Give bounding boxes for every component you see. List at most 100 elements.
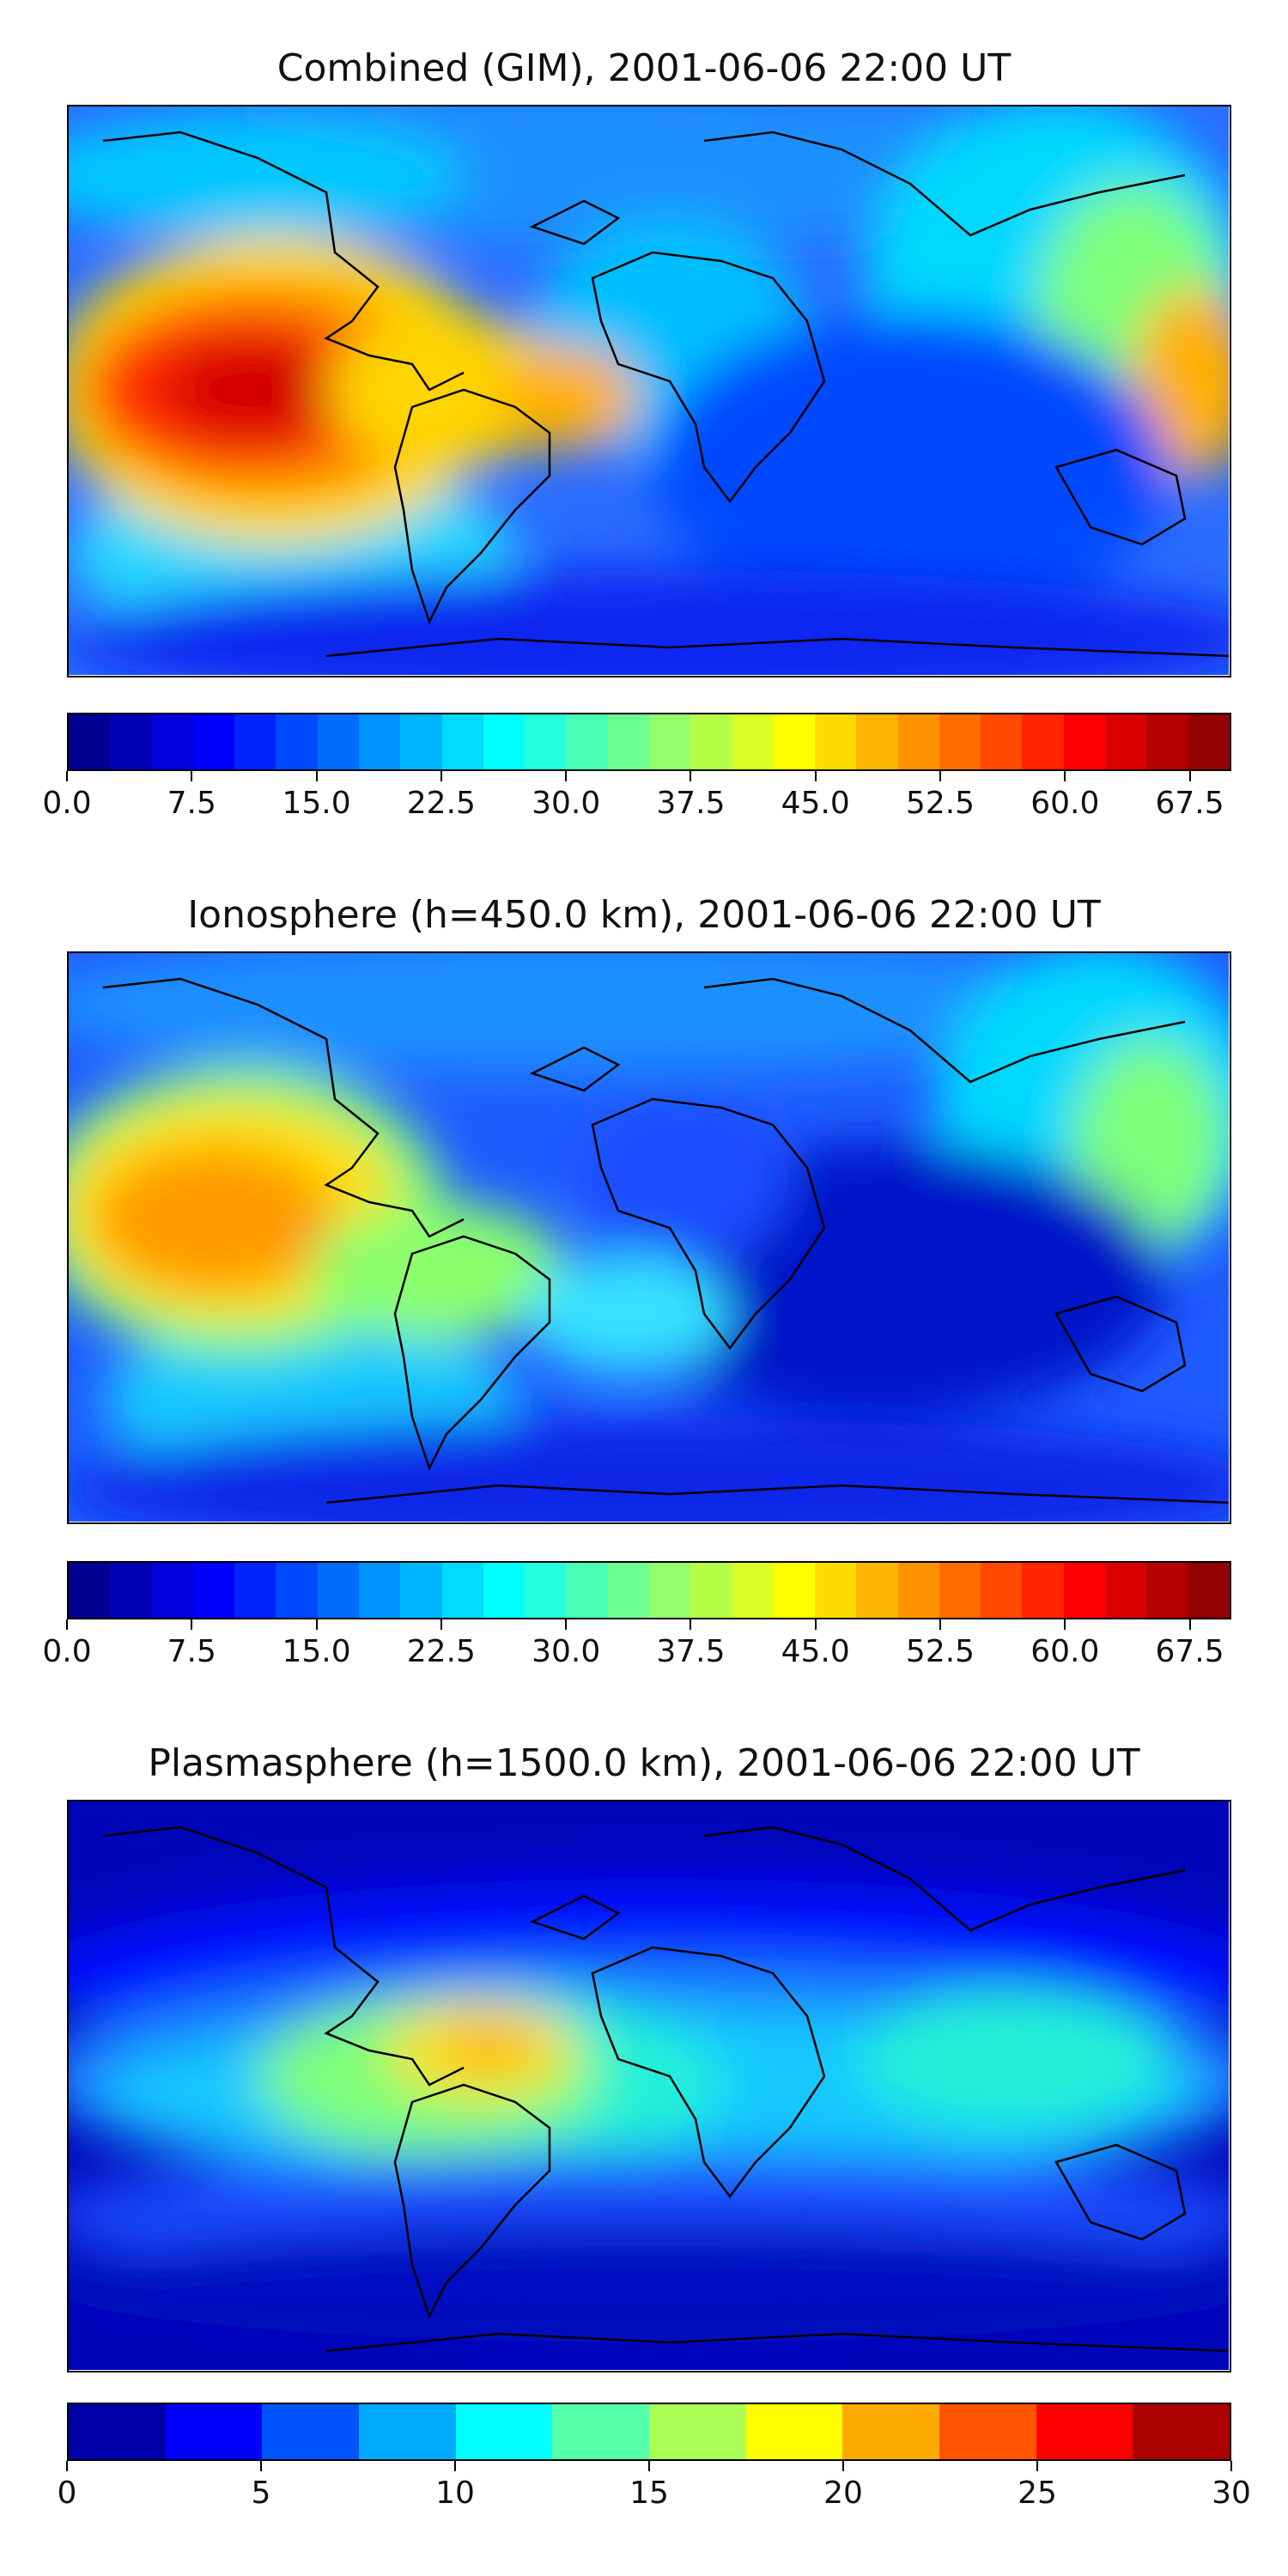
colorbar-tick bbox=[1188, 771, 1191, 781]
colorbar-tick-label: 30 bbox=[1212, 2476, 1251, 2511]
colorbar-segment bbox=[317, 1563, 359, 1618]
ionosphere-map bbox=[67, 951, 1231, 1524]
coastlines bbox=[102, 131, 1229, 658]
colorbar-segment bbox=[276, 1563, 318, 1618]
colorbar-segment bbox=[607, 714, 649, 769]
combined-colorbar bbox=[67, 713, 1231, 771]
colorbar-tick-label: 52.5 bbox=[905, 1634, 975, 1669]
colorbar-segment bbox=[815, 714, 857, 769]
ionosphere-colorbar-ticks: 0.0 7.5 15.0 22.5 30.0 37.5 45.0 52.5 60.0 67.5 bbox=[42, 1619, 1231, 1671]
colorbar-tick-label: 7.5 bbox=[167, 786, 216, 821]
colorbar-segment bbox=[1188, 714, 1230, 769]
colorbar-tick-label: 20 bbox=[823, 2476, 863, 2511]
colorbar-tick-label: 15 bbox=[629, 2476, 669, 2511]
colorbar-tick bbox=[440, 1619, 442, 1630]
colorbar-segment bbox=[552, 2404, 650, 2459]
colorbar-segment bbox=[566, 1563, 608, 1618]
colorbar-tick bbox=[191, 771, 193, 781]
colorbar-segment bbox=[1188, 1563, 1230, 1618]
colorbar-segment bbox=[192, 714, 235, 769]
colorbar-segment bbox=[69, 2404, 166, 2459]
colorbar-tick bbox=[454, 2461, 456, 2471]
colorbar-tick bbox=[939, 1619, 941, 1630]
colorbar-tick bbox=[814, 771, 817, 781]
colorbar-tick-label: 0 bbox=[57, 2476, 77, 2511]
colorbar-segment bbox=[441, 714, 483, 769]
colorbar-segment bbox=[317, 714, 359, 769]
colorbar-tick bbox=[1188, 1619, 1191, 1630]
colorbar-tick bbox=[565, 771, 568, 781]
colorbar-segment bbox=[690, 714, 732, 769]
colorbar-segment bbox=[525, 714, 567, 769]
colorbar-segment bbox=[815, 1563, 857, 1618]
colorbar-segment bbox=[165, 2404, 263, 2459]
colorbar-tick-label: 67.5 bbox=[1155, 1634, 1224, 1669]
colorbar-tick bbox=[66, 2461, 68, 2471]
colorbar-segment bbox=[842, 2404, 940, 2459]
colorbar-segment bbox=[400, 714, 442, 769]
colorbar-tick-label: 22.5 bbox=[406, 1634, 476, 1669]
colorbar-tick-label: 25 bbox=[1018, 2476, 1057, 2511]
colorbar-segment bbox=[483, 1563, 526, 1618]
colorbar-segment bbox=[234, 1563, 276, 1618]
colorbar-segment bbox=[648, 714, 691, 769]
colorbar-segment bbox=[483, 714, 526, 769]
plasmasphere-colorbar bbox=[67, 2403, 1231, 2461]
colorbar-segment bbox=[897, 1563, 939, 1618]
colorbar-tick-label: 30.0 bbox=[532, 786, 601, 821]
coastlines bbox=[102, 977, 1229, 1504]
panel-3-title: Plasmasphere (h=1500.0 km), 2001-06-06 2… bbox=[148, 1741, 1140, 1785]
colorbar-tick bbox=[1036, 2461, 1038, 2471]
tec-field bbox=[69, 953, 1229, 1522]
colorbar-tick bbox=[66, 771, 68, 781]
colorbar-segment bbox=[1146, 714, 1188, 769]
colorbar-segment bbox=[773, 1563, 816, 1618]
colorbar-tick-label: 52.5 bbox=[905, 786, 975, 821]
colorbar-tick bbox=[1230, 2461, 1232, 2471]
colorbar-segment bbox=[939, 1563, 981, 1618]
coastlines bbox=[102, 1826, 1229, 2353]
colorbar-segment bbox=[939, 2404, 1036, 2459]
colorbar-tick-label: 10 bbox=[435, 2476, 475, 2511]
colorbar-segment bbox=[1105, 714, 1147, 769]
colorbar-segment bbox=[1063, 1563, 1106, 1618]
colorbar-tick bbox=[939, 771, 941, 781]
colorbar-segment bbox=[773, 714, 816, 769]
colorbar-tick bbox=[315, 1619, 318, 1630]
colorbar-tick-label: 60.0 bbox=[1030, 786, 1100, 821]
colorbar-segment bbox=[1146, 1563, 1188, 1618]
colorbar-segment bbox=[745, 2404, 843, 2459]
colorbar-segment bbox=[1022, 1563, 1064, 1618]
colorbar-segment bbox=[358, 1563, 401, 1618]
colorbar-segment bbox=[525, 1563, 567, 1618]
ionosphere-map-canvas bbox=[69, 953, 1229, 1522]
colorbar-segment bbox=[690, 1563, 732, 1618]
colorbar-segment bbox=[110, 714, 152, 769]
colorbar-tick bbox=[440, 771, 442, 781]
colorbar-tick bbox=[814, 1619, 817, 1630]
colorbar-segment bbox=[358, 714, 401, 769]
colorbar-tick-label: 22.5 bbox=[406, 786, 476, 821]
colorbar-segment bbox=[234, 714, 276, 769]
tec-field bbox=[69, 1879, 1229, 2342]
colorbar-segment bbox=[1063, 714, 1106, 769]
colorbar-segment bbox=[69, 714, 111, 769]
colorbar-segment bbox=[455, 2404, 553, 2459]
colorbar-tick-label: 0.0 bbox=[42, 786, 92, 821]
colorbar-segment bbox=[856, 714, 898, 769]
combined-gim-map bbox=[67, 105, 1231, 677]
colorbar-tick-label: 15.0 bbox=[282, 1634, 351, 1669]
plasmasphere-map-canvas bbox=[69, 1801, 1229, 2370]
colorbar-tick bbox=[690, 1619, 692, 1630]
colorbar-segment bbox=[69, 1563, 111, 1618]
colorbar-tick bbox=[1064, 1619, 1066, 1630]
colorbar-tick-label: 45.0 bbox=[781, 786, 850, 821]
colorbar-tick-label: 37.5 bbox=[656, 1634, 726, 1669]
colorbar-tick-label: 30.0 bbox=[532, 1634, 601, 1669]
colorbar-segment bbox=[192, 1563, 235, 1618]
colorbar-segment bbox=[897, 714, 939, 769]
colorbar-segment bbox=[648, 1563, 691, 1618]
ionosphere-colorbar bbox=[67, 1561, 1231, 1619]
colorbar-segment bbox=[939, 714, 981, 769]
colorbar-tick-label: 67.5 bbox=[1155, 786, 1224, 821]
